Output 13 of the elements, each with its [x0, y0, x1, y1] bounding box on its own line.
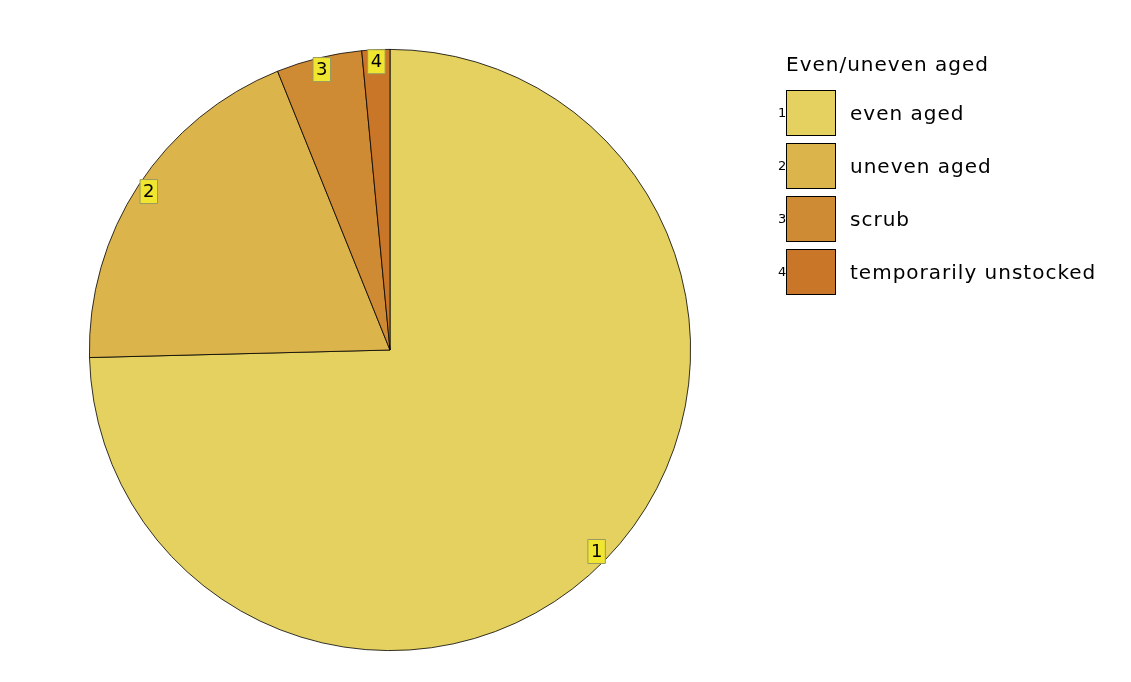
text: 3	[316, 58, 328, 80]
legend-label: temporarily unstocked	[850, 259, 1097, 284]
text: 2	[778, 158, 788, 173]
legend-title: Even/uneven aged	[786, 52, 990, 78]
text: 1	[778, 105, 788, 120]
text: 4	[370, 50, 383, 72]
legend-label: uneven aged	[850, 153, 992, 178]
text: 2	[143, 180, 155, 202]
legend-label: even aged	[850, 100, 965, 125]
text: 3	[778, 211, 788, 226]
text: 1	[590, 540, 603, 562]
legend-label: scrub	[850, 206, 911, 231]
text: 4	[778, 264, 788, 279]
